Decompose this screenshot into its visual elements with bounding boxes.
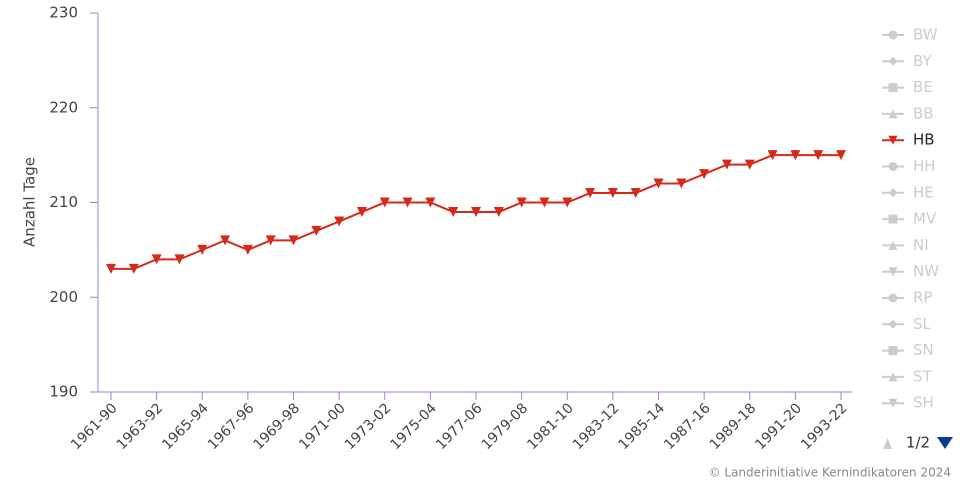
data-point [174,254,185,265]
data-point [106,263,116,274]
y-tick-label: 230 [49,4,78,22]
data-point [813,150,824,161]
legend-label[interactable]: NI [913,236,929,254]
legend-symbol [888,240,898,250]
legend-symbol [888,83,898,93]
data-point [334,216,345,227]
legend-label[interactable]: BB [913,104,934,122]
legend-prev[interactable] [883,438,892,449]
data-point [721,159,732,170]
x-tick-label: 1969-98 [250,400,303,453]
legend-symbol [888,56,898,66]
y-tick-label: 190 [49,383,78,401]
data-point [448,206,459,217]
data-point [356,206,367,217]
legend-label[interactable]: BW [913,26,938,44]
legend-symbol [888,162,898,171]
data-point [402,197,413,208]
data-point [653,178,664,189]
data-point [493,206,504,217]
data-point [151,254,162,265]
x-tick-label: 1983-12 [570,400,623,453]
data-point [676,178,687,189]
data-point [288,235,299,246]
data-point [790,150,801,161]
legend-symbol [888,109,898,119]
data-point [744,159,755,170]
legend-symbol [888,188,898,198]
credits: © Landerinitiative Kernindikatoren 2024 [709,466,951,480]
legend-symbol [888,135,898,145]
y-tick-label: 220 [49,98,78,116]
legend-next[interactable] [937,437,953,449]
data-point [197,244,208,255]
legend-label[interactable]: SL [913,315,932,333]
x-tick-label: 1973-02 [342,400,395,453]
legend-symbol [888,267,898,277]
x-tick-label: 1981-10 [524,400,577,453]
legend-symbol [888,346,898,356]
legend-label[interactable]: BE [913,78,933,96]
legend-label[interactable]: NW [913,262,939,280]
x-tick-label: 1971-00 [296,400,349,453]
legend-label[interactable]: HB [913,131,935,149]
data-point [699,169,710,180]
data-point [516,197,527,208]
data-point [630,188,641,199]
legend-symbol [888,398,898,408]
legend-symbol [888,293,898,303]
legend-label[interactable]: HH [913,157,936,175]
legend-label[interactable]: MV [913,210,937,228]
data-point [379,197,390,208]
legend-label[interactable]: SN [913,341,934,359]
x-tick-label: 1991-20 [752,400,805,453]
legend-symbol [888,214,898,224]
x-tick-label: 1985-14 [615,400,668,453]
data-point [767,150,778,161]
x-tick-label: 1987-16 [661,400,714,453]
data-point [311,225,322,236]
legend-label[interactable]: RP [913,289,932,307]
y-axis-label: Anzahl Tage [21,157,39,247]
data-point [242,244,253,255]
x-tick-label: 1989-18 [707,400,760,453]
data-point [471,206,481,217]
x-tick-label: 1979-08 [479,400,532,453]
data-point [265,235,276,246]
legend-label[interactable]: HE [913,183,934,201]
x-tick-label: 1993-22 [798,400,851,453]
legend-page: 1/2 [906,434,930,452]
x-tick-label: 1967-96 [205,400,258,453]
data-point [562,197,573,208]
data-point [128,263,139,274]
x-tick-label: 1963-92 [114,400,167,453]
data-point [585,188,596,199]
legend-label[interactable]: BY [913,52,932,70]
legend-symbol [888,30,898,40]
data-point [607,188,618,199]
data-point [220,235,231,246]
legend-label[interactable]: ST [913,367,933,385]
legend-symbol [888,372,898,382]
x-tick-label: 1977-06 [433,400,486,453]
y-tick-label: 200 [49,288,78,306]
x-tick-label: 1965-94 [159,400,212,453]
data-point [539,197,550,208]
legend-symbol [888,319,898,329]
x-tick-label: 1961-90 [68,400,121,453]
data-point [836,150,846,161]
y-tick-label: 210 [49,193,78,211]
legend-label[interactable]: SH [913,394,934,412]
x-tick-label: 1975-04 [387,400,440,453]
data-point [425,197,436,208]
